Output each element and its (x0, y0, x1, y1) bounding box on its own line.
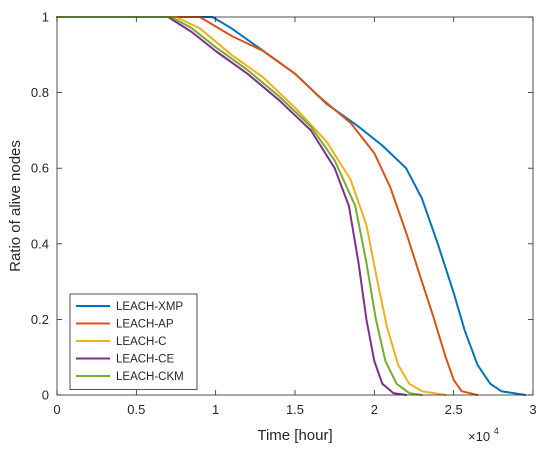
series-line-leach-c (56, 16, 447, 396)
axes (56, 16, 534, 396)
y-tick-label: 0.8 (31, 85, 49, 100)
legend-label: LEACH-C (116, 336, 166, 348)
y-tick-label: 1 (42, 10, 49, 25)
legend-label: LEACH-CE (116, 354, 174, 366)
y-tick-label: 0 (42, 388, 49, 403)
x-axis-multiplier: ×10 4 (468, 426, 499, 444)
series-line-leach-ap (56, 16, 479, 396)
x-tick-label: 0.5 (127, 402, 145, 417)
x-tick-label: 2.5 (445, 402, 463, 417)
y-tick-label: 0.6 (31, 161, 49, 176)
legend: LEACH-XMP LEACH-AP LEACH-C LEACH-CE LEACH-CK… (69, 293, 198, 390)
y-tick-label: 0.2 (31, 312, 49, 327)
series-layer (56, 16, 527, 396)
legend-label: LEACH-CKM (116, 371, 184, 383)
legend-label: LEACH-XMP (116, 301, 183, 313)
x-multiplier-base: ×10 (468, 429, 490, 444)
x-multiplier-exponent: 4 (494, 426, 499, 436)
legend-label: LEACH-AP (116, 319, 174, 331)
y-axis-label: Ratio of alive nodes (7, 140, 24, 272)
series-line-leach-ckm (56, 16, 423, 396)
tick-labels: 0 0.5 1 1.5 2 2.5 3 0 0.2 0.4 0.6 0.8 1 (31, 10, 537, 418)
y-tick-label: 0.4 (31, 236, 49, 251)
x-tick-label: 2 (371, 402, 378, 417)
x-tick-label: 1 (212, 402, 219, 417)
series-line-leach-ce (56, 16, 408, 396)
series-line-leach-xmp (56, 16, 527, 396)
x-axis-label: Time [hour] (257, 427, 332, 444)
x-tick-label: 3 (529, 402, 536, 417)
x-tick-label: 0 (53, 402, 60, 417)
x-tick-label: 1.5 (286, 402, 304, 417)
